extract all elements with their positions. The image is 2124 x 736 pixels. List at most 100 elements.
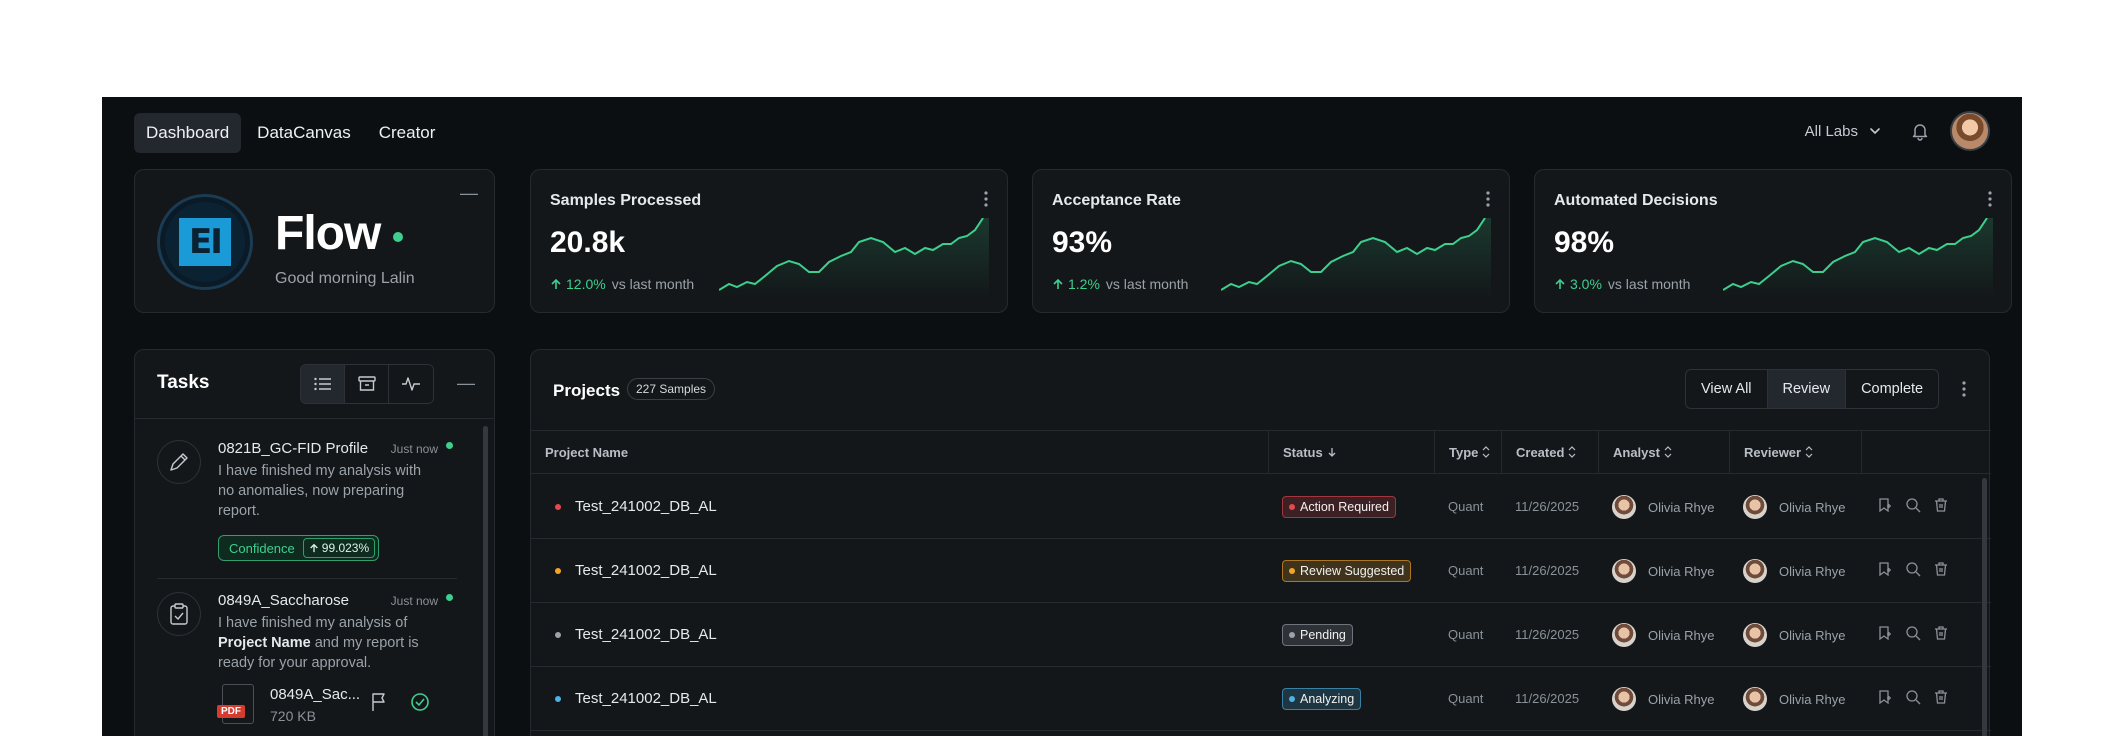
reviewer-cell[interactable]: Olivia Rhye xyxy=(1743,687,1845,711)
flag-icon[interactable] xyxy=(370,692,388,712)
minimize-icon[interactable]: — xyxy=(460,183,478,203)
stat-card-acceptance: Acceptance Rate 93% 1.2% vs last month xyxy=(1032,169,1510,313)
type-cell: Quant xyxy=(1448,499,1484,514)
task-header: 0849A_Saccharose Just now xyxy=(218,592,438,609)
trash-icon[interactable] xyxy=(1933,497,1949,513)
reviewer-cell[interactable]: Olivia Rhye xyxy=(1743,623,1845,647)
col-label: Project Name xyxy=(545,444,629,460)
stat-title: Acceptance Rate xyxy=(1052,192,1181,209)
task-message-post: and my report is ready for your approval… xyxy=(218,635,419,671)
stat-card-samples: Samples Processed 20.8k 12.0% vs last mo… xyxy=(530,169,1008,313)
projects-scrollbar[interactable] xyxy=(1982,478,1987,736)
col-project-name[interactable]: Project Name xyxy=(531,431,628,473)
stat-change-suffix: vs last month xyxy=(1105,276,1189,292)
status-dot xyxy=(1289,504,1295,510)
col-reviewer[interactable]: Reviewer xyxy=(1729,431,1861,473)
type-cell: Quant xyxy=(1448,563,1484,578)
nav-dashboard[interactable]: Dashboard xyxy=(134,113,242,153)
project-name[interactable]: Test_241002_DB_AL xyxy=(575,626,717,643)
sort-icon xyxy=(1664,446,1672,458)
brand-card: EI Flow Good morning Lalin — xyxy=(134,169,495,313)
search-icon[interactable] xyxy=(1905,497,1921,513)
trash-icon[interactable] xyxy=(1933,689,1949,705)
table-row[interactable]: Test_241002_DB_AL Review Suggested Quant 11… xyxy=(531,539,1991,603)
trash-icon[interactable] xyxy=(1933,561,1949,577)
more-vertical-icon[interactable] xyxy=(1987,190,1993,208)
stat-value: 20.8k xyxy=(550,226,626,259)
task-separator xyxy=(157,578,457,579)
bookmark-icon[interactable] xyxy=(1877,689,1893,705)
project-name[interactable]: Test_241002_DB_AL xyxy=(575,562,717,579)
search-icon[interactable] xyxy=(1905,689,1921,705)
attached-file[interactable]: PDF 0849A_Sac... 720 KB xyxy=(217,684,458,728)
header-actions: All Labs xyxy=(1805,111,1990,151)
analyst-cell[interactable]: Olivia Rhye xyxy=(1612,623,1714,647)
arrow-up-icon xyxy=(1053,278,1063,289)
more-vertical-icon[interactable] xyxy=(1485,190,1491,208)
archive-icon xyxy=(357,376,376,391)
task-time: Just now xyxy=(390,442,438,456)
col-analyst[interactable]: Analyst xyxy=(1598,431,1729,473)
labs-dropdown[interactable]: All Labs xyxy=(1805,123,1882,140)
list-view-button[interactable] xyxy=(301,365,345,403)
tasks-title: Tasks xyxy=(157,372,210,393)
project-name[interactable]: Test_241002_DB_AL xyxy=(575,498,717,515)
table-row[interactable]: Test_241002_DB_AL Analyzing Quant 11/26/202… xyxy=(531,667,1991,731)
stat-change-suffix: vs last month xyxy=(1607,276,1691,292)
stat-value: 98% xyxy=(1554,226,1615,259)
bookmark-icon[interactable] xyxy=(1877,497,1893,513)
row-actions xyxy=(1877,561,1949,577)
bell-icon[interactable] xyxy=(1910,121,1930,141)
table-row[interactable]: Test_241002_DB_AL Action Required Quant 11/… xyxy=(531,475,1991,539)
sort-icon xyxy=(1568,446,1576,458)
stat-change: 1.2% vs last month xyxy=(1052,276,1188,292)
row-status-dot xyxy=(555,696,561,702)
row-status-dot xyxy=(555,568,561,574)
task-name: 0849A_Saccharose xyxy=(218,592,349,609)
nav-creator[interactable]: Creator xyxy=(378,123,436,142)
bookmark-icon[interactable] xyxy=(1877,625,1893,641)
arrow-down-icon xyxy=(1328,448,1336,457)
task-message-project[interactable]: Project Name xyxy=(218,635,311,651)
archive-view-button[interactable] xyxy=(345,365,389,403)
reviewer-cell[interactable]: Olivia Rhye xyxy=(1743,495,1845,519)
col-type[interactable]: Type xyxy=(1434,431,1501,473)
filter-view-all[interactable]: View All xyxy=(1686,370,1768,408)
col-created[interactable]: Created xyxy=(1501,431,1598,473)
created-cell: 11/26/2025 xyxy=(1515,563,1580,578)
chevron-down-icon xyxy=(1870,128,1880,135)
bookmark-icon[interactable] xyxy=(1877,561,1893,577)
tasks-scrollbar[interactable] xyxy=(483,426,488,736)
pdf-file-icon: PDF xyxy=(217,684,254,724)
search-icon[interactable] xyxy=(1905,625,1921,641)
nav-datacanvas[interactable]: DataCanvas xyxy=(257,123,351,142)
activity-view-button[interactable] xyxy=(389,365,433,403)
tasks-panel: Tasks — 0821B_GC-FID Profile Just now I xyxy=(134,349,495,736)
trash-icon[interactable] xyxy=(1933,625,1949,641)
task-header: 0821B_GC-FID Profile Just now xyxy=(218,440,438,457)
filter-review[interactable]: Review xyxy=(1767,370,1847,408)
sparkline-chart xyxy=(1723,218,1993,298)
project-name[interactable]: Test_241002_DB_AL xyxy=(575,690,717,707)
analyst-cell[interactable]: Olivia Rhye xyxy=(1612,687,1714,711)
reviewer-cell[interactable]: Olivia Rhye xyxy=(1743,559,1845,583)
table-row[interactable]: Test_241002_DB_AL Pending Quant 11/26/2025 O… xyxy=(531,603,1991,667)
analyst-name: Olivia Rhye xyxy=(1648,691,1715,707)
col-status[interactable]: Status xyxy=(1268,431,1434,473)
filter-complete[interactable]: Complete xyxy=(1861,381,1924,397)
analyst-cell[interactable]: Olivia Rhye xyxy=(1612,495,1714,519)
more-vertical-icon[interactable] xyxy=(983,190,989,208)
stat-change-value: 1.2% xyxy=(1068,276,1100,292)
stat-change-suffix: vs last month xyxy=(611,276,695,292)
status-dot xyxy=(1289,632,1295,638)
user-avatar[interactable] xyxy=(1950,111,1990,151)
avatar xyxy=(1612,495,1636,519)
tasks-scrollbar-thumb[interactable] xyxy=(483,426,488,736)
check-circle-icon[interactable] xyxy=(410,692,430,712)
projects-filter: View All Review Complete xyxy=(1685,369,1940,409)
more-vertical-icon[interactable] xyxy=(1961,380,1967,398)
projects-panel: Projects 227 Samples View All Review Com… xyxy=(530,349,1991,736)
minimize-icon[interactable]: — xyxy=(457,373,475,393)
search-icon[interactable] xyxy=(1905,561,1921,577)
analyst-cell[interactable]: Olivia Rhye xyxy=(1612,559,1714,583)
